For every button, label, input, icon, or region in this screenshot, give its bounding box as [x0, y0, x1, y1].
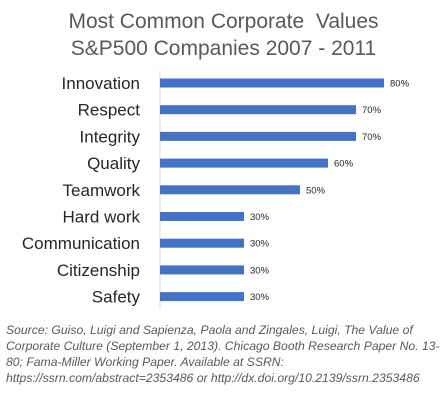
bar-chart: Innovation 80% Respect 70% Integrity 70% Quali…: [22, 70, 410, 309]
bar: [160, 185, 300, 195]
bar: [160, 292, 244, 302]
bar: [160, 238, 244, 248]
bar: [160, 265, 244, 275]
category-label: Teamwork: [63, 181, 141, 200]
value-label: 70%: [362, 132, 382, 143]
value-label: 50%: [306, 185, 326, 196]
bars-layer: Innovation 80% Respect 70% Integrity 70% Quali…: [22, 74, 410, 307]
chart-title-line-2: S&P500 Companies 2007 - 2011: [70, 37, 377, 60]
value-label: 30%: [250, 239, 270, 250]
value-label: 70%: [362, 105, 382, 116]
category-label: Integrity: [80, 127, 141, 146]
bar: [160, 212, 244, 221]
value-label: 60%: [334, 159, 354, 170]
bar: [160, 158, 328, 168]
bar: [160, 105, 356, 115]
value-label: 30%: [250, 212, 270, 223]
chart-title: Most Common Corporate Values S&P500 Comp…: [0, 8, 447, 62]
value-label: 30%: [250, 265, 270, 276]
bar: [160, 131, 356, 141]
category-label: Safety: [92, 288, 141, 307]
value-label: 80%: [390, 79, 410, 90]
category-label: Innovation: [62, 74, 140, 93]
category-label: Communication: [22, 234, 140, 253]
source-note: Source: Guiso, Luigi and Sapienza, Paola…: [6, 323, 440, 385]
value-label: 30%: [250, 292, 270, 303]
category-label: Hard work: [63, 208, 141, 227]
bar: [160, 78, 384, 88]
category-label: Respect: [78, 101, 141, 120]
category-label: Citizenship: [57, 261, 140, 280]
category-label: Quality: [87, 154, 140, 173]
chart-title-line-1: Most Common Corporate Values: [68, 10, 379, 33]
